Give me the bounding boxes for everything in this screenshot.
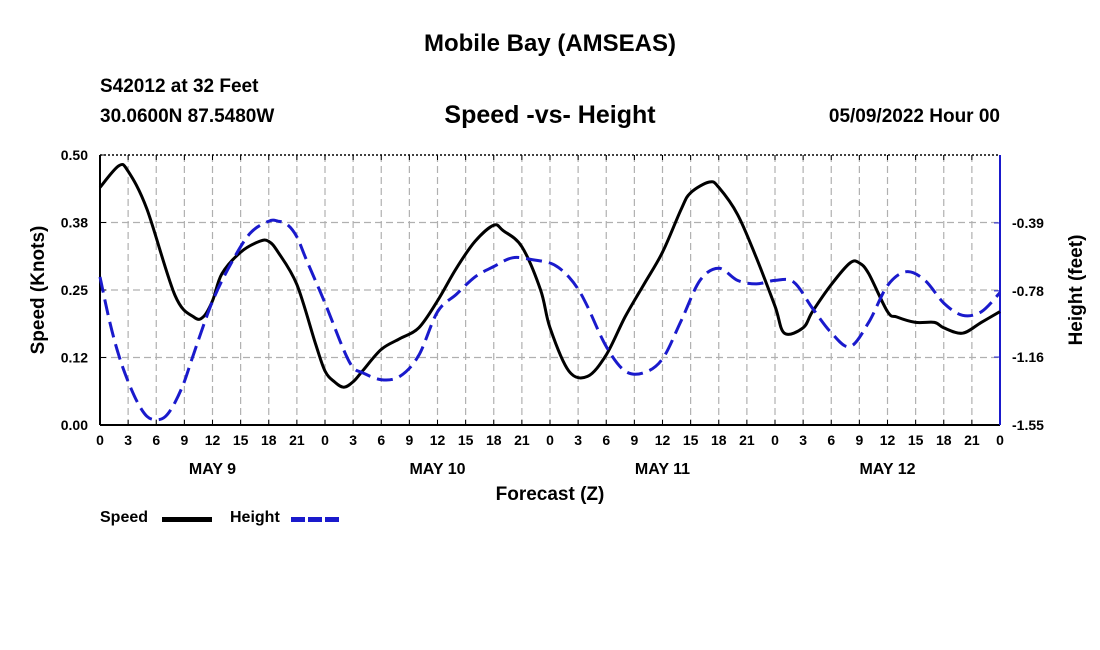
x-tick-label: 9 bbox=[405, 432, 413, 448]
x-tick-label: 18 bbox=[936, 432, 952, 448]
coordinates-label: 30.0600N 87.5480W bbox=[100, 106, 275, 127]
legend-height-swatch bbox=[291, 517, 341, 522]
x-tick-label: 9 bbox=[855, 432, 863, 448]
legend-speed-label: Speed bbox=[100, 509, 149, 526]
x-tick-label: 21 bbox=[514, 432, 530, 448]
series-lines bbox=[98, 162, 1002, 422]
x-tick-label: 6 bbox=[377, 432, 385, 448]
x-tick-label: 3 bbox=[574, 432, 582, 448]
chart-subtitle: Speed -vs- Height bbox=[444, 101, 656, 129]
series-line-speed bbox=[98, 162, 1001, 389]
y-right-tick-label: -0.78 bbox=[1012, 283, 1044, 299]
chart-title: Mobile Bay (AMSEAS) bbox=[423, 30, 677, 57]
x-tick-label: 15 bbox=[458, 432, 474, 448]
x-tick-label: 21 bbox=[739, 432, 755, 448]
x-tick-label: 3 bbox=[799, 432, 807, 448]
x-tick-label: 12 bbox=[205, 432, 221, 448]
x-tick-label: 18 bbox=[711, 432, 727, 448]
x-tick-label: 18 bbox=[261, 432, 277, 448]
legend-speed-swatch bbox=[162, 517, 212, 522]
legend-height-label: Height bbox=[230, 509, 280, 526]
x-tick-label: 3 bbox=[124, 432, 132, 448]
y-right-tick-label: -1.55 bbox=[1012, 417, 1044, 433]
y-right-axis-title: Height (feet) bbox=[1066, 235, 1087, 346]
x-tick-label: 0 bbox=[546, 432, 554, 448]
station-label: S42012 at 32 Feet bbox=[100, 76, 259, 97]
x-tick-label: 0 bbox=[771, 432, 779, 448]
x-tick-label: 6 bbox=[602, 432, 610, 448]
y-left-tick-label: 0.38 bbox=[61, 215, 88, 231]
axes bbox=[99, 154, 1001, 426]
y-left-tick-label: 0.50 bbox=[61, 147, 88, 163]
day-label: MAY 9 bbox=[189, 461, 236, 478]
y-left-tick-label: 0.00 bbox=[61, 417, 88, 433]
day-label: MAY 12 bbox=[859, 461, 915, 478]
y-left-tick-label: 0.12 bbox=[61, 350, 88, 366]
x-tick-label: 3 bbox=[349, 432, 357, 448]
x-tick-label: 12 bbox=[880, 432, 896, 448]
x-tick-label: 6 bbox=[152, 432, 160, 448]
forecast-timestamp: 05/09/2022 Hour 00 bbox=[828, 106, 1000, 127]
x-tick-label: 15 bbox=[683, 432, 699, 448]
y-left-axis-title: Speed (Knots) bbox=[28, 226, 49, 355]
day-label: MAY 11 bbox=[635, 461, 690, 478]
x-tick-label: 21 bbox=[289, 432, 305, 448]
x-tick-label: 12 bbox=[430, 432, 446, 448]
y-right-tick-label: -0.39 bbox=[1012, 215, 1044, 231]
x-tick-label: 12 bbox=[655, 432, 671, 448]
day-label: MAY 10 bbox=[409, 461, 465, 478]
x-tick-label: 9 bbox=[630, 432, 638, 448]
y-right-tick-label: -1.16 bbox=[1012, 349, 1044, 365]
x-tick-label: 9 bbox=[180, 432, 188, 448]
x-tick-label: 6 bbox=[827, 432, 835, 448]
x-tick-label: 0 bbox=[321, 432, 329, 448]
x-tick-label: 18 bbox=[486, 432, 502, 448]
series-line-height bbox=[98, 218, 1002, 422]
y-left-tick-label: 0.25 bbox=[61, 282, 88, 298]
x-tick-label: 15 bbox=[233, 432, 249, 448]
x-tick-label: 0 bbox=[996, 432, 1004, 448]
x-tick-label: 21 bbox=[964, 432, 980, 448]
x-axis-title: Forecast (Z) bbox=[496, 484, 605, 505]
axis-labels: 0 3 6 9 12 15 18 21 0 3 6 9 12 15 18 21 0 3 6 9 12 15 18 21 0 3 6 9… bbox=[28, 147, 1087, 505]
grid bbox=[100, 155, 1000, 425]
x-tick-label: 0 bbox=[96, 432, 104, 448]
x-tick-label: 15 bbox=[908, 432, 924, 448]
